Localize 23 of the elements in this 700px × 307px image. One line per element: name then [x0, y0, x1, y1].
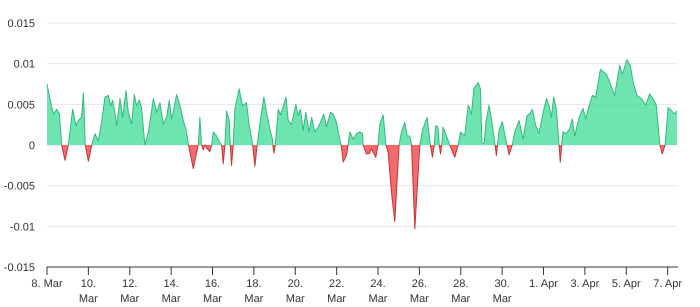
x-tick-label: 1. Apr: [529, 278, 558, 290]
x-tick-label: 12. Mar: [120, 278, 140, 305]
x-tick-label: 20. Mar: [286, 278, 306, 305]
y-tick-label: 0: [28, 140, 35, 152]
x-tick-label: 8. Mar: [31, 278, 63, 290]
x-tick-label: 5. Apr: [612, 278, 641, 290]
y-tick-label: -0.01: [10, 221, 35, 234]
y-tick-label: -0.015: [4, 262, 35, 274]
x-tick-label: 28. Mar: [451, 278, 471, 305]
y-tick-label: -0.005: [4, 180, 35, 193]
y-tick-label: 0.01: [14, 58, 35, 71]
y-tick-label: 0.005: [7, 99, 35, 112]
x-tick-label: 24. Mar: [368, 278, 388, 305]
x-tick-label: 22. Mar: [327, 278, 346, 305]
x-tick-label: 16. Mar: [203, 278, 222, 305]
x-tick-label: 14. Mar: [162, 278, 181, 305]
x-tick-label: 3. Apr: [570, 278, 600, 290]
x-tick-label: 7. Apr: [653, 278, 682, 290]
x-tick-label: 10. Mar: [78, 278, 98, 305]
x-tick-label: 26. Mar: [410, 278, 430, 305]
x-tick-label: 30. Mar: [492, 278, 512, 305]
y-tick-label: 0.015: [7, 18, 35, 30]
x-tick-label: 18. Mar: [244, 278, 264, 305]
